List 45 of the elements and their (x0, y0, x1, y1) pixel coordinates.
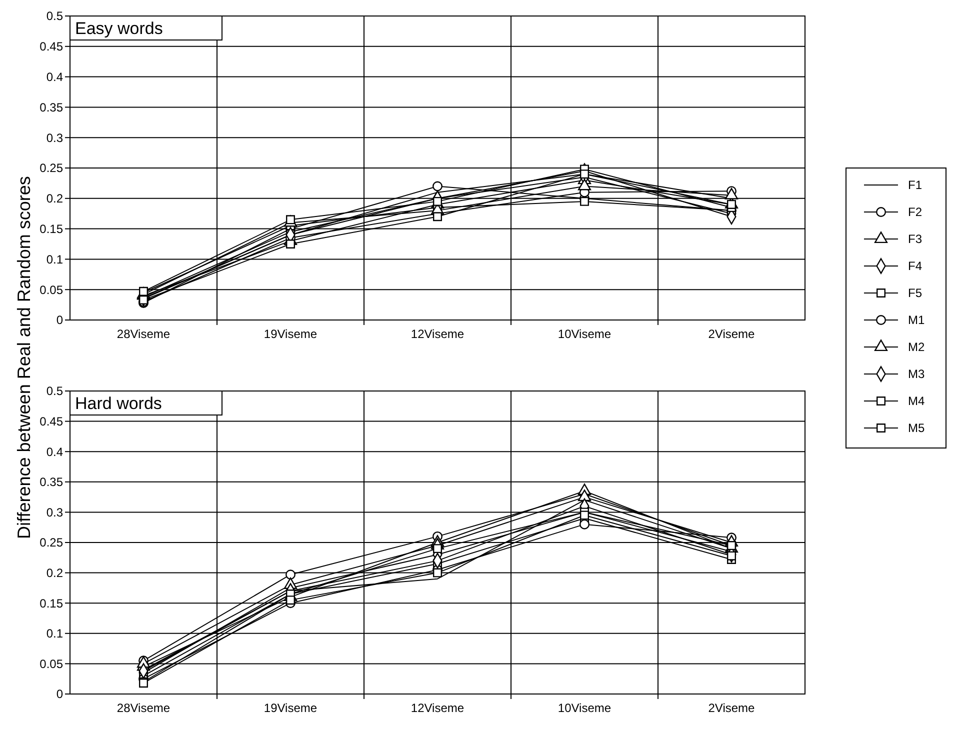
legend-label: F3 (908, 232, 922, 246)
legend-label: F2 (908, 205, 922, 220)
legend-label: M1 (908, 313, 925, 328)
y-tick-label: 0.45 (40, 414, 64, 428)
x-tick-label: 19Viseme (264, 701, 318, 715)
x-tick-label: 2Viseme (708, 701, 756, 715)
legend-label: M4 (908, 394, 925, 408)
x-tick-label: 19Viseme (264, 327, 318, 341)
y-tick-label: 0 (56, 313, 64, 328)
x-tick-label: 10Viseme (558, 327, 612, 341)
y-tick-label: 0.4 (46, 70, 64, 84)
y-tick-label: 0.1 (46, 252, 64, 266)
x-tick-label: 12Viseme (410, 701, 464, 715)
chart-title: Hard words (75, 394, 162, 413)
legend-label: M3 (908, 367, 925, 382)
y-tick-label: 0.15 (40, 596, 64, 610)
x-tick-label: 10Viseme (558, 701, 612, 715)
y-tick-label: 0.15 (40, 222, 64, 236)
y-tick-label: 0.4 (46, 444, 64, 459)
x-tick-label: 2Viseme (708, 327, 756, 341)
legend-label: M5 (908, 421, 925, 436)
y-tick-label: 0.45 (40, 40, 64, 54)
y-tick-label: 0.5 (46, 384, 64, 398)
x-tick-label: 28Viseme (116, 327, 170, 341)
y-tick-label: 0.35 (40, 475, 64, 490)
y-tick-label: 0.3 (46, 130, 64, 145)
y-tick-label: 0.2 (46, 566, 64, 580)
y-tick-label: 0.05 (40, 282, 64, 297)
legend-label: M2 (908, 340, 925, 354)
x-tick-label: 12Viseme (410, 327, 464, 341)
y-tick-label: 0.1 (46, 626, 64, 641)
legend-label: F5 (908, 286, 922, 300)
y-tick-label: 0.3 (46, 505, 64, 520)
y-tick-label: 0.35 (40, 100, 64, 114)
y-tick-label: 0.05 (40, 656, 64, 671)
y-tick-label: 0.25 (40, 161, 64, 176)
y-tick-label: 0.5 (46, 9, 64, 24)
y-axis-title: Difference between Real and Random scores (14, 176, 34, 539)
legend-label: F1 (908, 178, 922, 192)
legend-label: F4 (908, 259, 922, 274)
y-tick-label: 0.2 (46, 192, 64, 206)
y-tick-label: 0.25 (40, 536, 64, 550)
x-tick-label: 28Viseme (116, 701, 170, 715)
chart-title: Easy words (75, 19, 163, 38)
y-tick-label: 0 (56, 687, 64, 702)
